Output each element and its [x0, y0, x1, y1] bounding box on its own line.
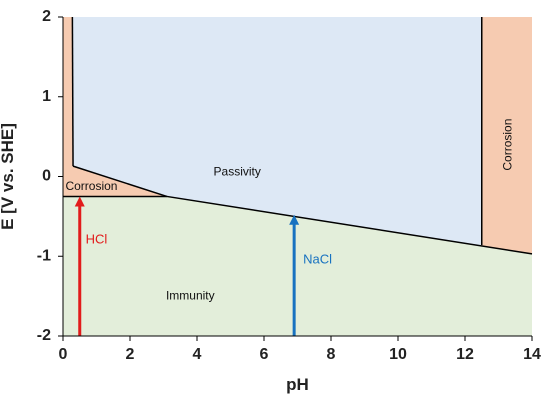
passivity-label-0: Passivity: [214, 165, 261, 179]
y-tick-label: 2: [42, 8, 51, 25]
chart-regions: [63, 17, 532, 336]
acid-corrosion-boundary-line: [71, 16, 74, 167]
chart-region-labels: Passivity Corrosion Corrosion Immunity: [65, 119, 514, 303]
corrosion-label-2: Corrosion: [501, 119, 515, 171]
x-tick-label: 4: [193, 346, 202, 363]
x-axis-title: pH: [286, 375, 309, 394]
x-tick-label: 8: [327, 346, 336, 363]
x-tick-label: 10: [389, 346, 407, 363]
x-tick-label: 6: [260, 346, 269, 363]
chart-boundaries: [63, 16, 533, 255]
hcl-label: HCl: [86, 232, 108, 247]
corrosion-label-1: Corrosion: [65, 179, 117, 193]
y-tick-label: 1: [42, 88, 51, 105]
y-tick-label: 0: [42, 168, 51, 185]
alkaline-corrosion-region: [481, 17, 532, 254]
x-tick-label: 14: [523, 346, 541, 363]
immunity-label-3: Immunity: [166, 288, 215, 302]
immunity-region: [63, 196, 532, 336]
x-tick-label: 2: [126, 346, 135, 363]
acid-corrosion-region: [63, 17, 167, 197]
y-tick-label: -2: [37, 327, 51, 344]
nacl-arrowhead: [289, 214, 300, 225]
passivity-boundary-line: [72, 165, 168, 198]
x-tick-label: 0: [59, 346, 68, 363]
hcl-arrowhead: [74, 196, 85, 207]
y-tick-label: -1: [37, 247, 51, 264]
x-tick-label: 12: [456, 346, 474, 363]
passivity-region: [72, 17, 482, 246]
y-axis-title: E [V vs. SHE]: [0, 123, 17, 230]
nacl-label: NaCl: [303, 252, 332, 267]
chart-arrows: HCl NaCl: [74, 196, 332, 336]
